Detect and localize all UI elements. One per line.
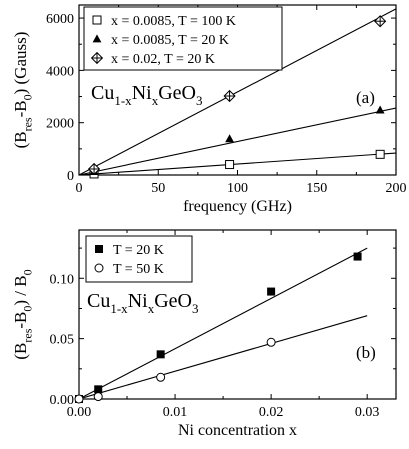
x-tick-label: 100 (227, 181, 248, 196)
legend-entry: x = 0.02, T = 20 K (111, 52, 215, 67)
marker-filled-triangle (92, 34, 102, 43)
y-tick-label: 0.05 (50, 333, 75, 348)
fit-line (79, 247, 368, 399)
x-tick-label: 200 (386, 181, 407, 196)
y-axis-label-sub: res (20, 328, 34, 342)
compound-formula-sub: x (148, 301, 155, 316)
y-axis-label-part: (B (11, 131, 30, 148)
x-tick-label: 0 (76, 181, 83, 196)
panel-label: (b) (356, 343, 376, 362)
y-axis-label-sub: 0 (20, 269, 34, 275)
y-axis-label-part: ) / B (11, 275, 30, 305)
marker-open-circle (156, 372, 166, 382)
marker-open-square (375, 149, 385, 159)
marker-filled-square (267, 287, 276, 296)
compound-formula-part: Cu (87, 290, 110, 312)
marker-open-circle (94, 263, 104, 273)
marker-filled-triangle (375, 105, 385, 114)
compound-formula-sub: x (152, 93, 159, 108)
fit-line (79, 152, 396, 175)
compound-formula-part: Ni (128, 290, 148, 312)
y-axis-label: (Bres-B0) (Gauss) (11, 32, 34, 149)
plot-frame (78, 229, 397, 400)
x-tick-label: 150 (306, 181, 327, 196)
y-tick-label: 2000 (46, 117, 74, 132)
y-tick-label: 4000 (46, 64, 74, 79)
legend: T = 20 K T = 50 K (85, 235, 193, 283)
series-crossed-diamond (87, 15, 387, 176)
legend-box (83, 6, 283, 71)
marker-open-square (92, 15, 102, 25)
y-axis-label-part: ) (Gauss) (11, 32, 30, 95)
compound-formula-sub: 3 (196, 93, 203, 108)
x-tick-label: 0.02 (259, 405, 284, 420)
y-axis-label-part: (B (11, 343, 30, 360)
y-axis-label-part: -B (11, 100, 30, 117)
y-axis-label-sub: res (20, 117, 34, 131)
marker-open-circle (74, 394, 84, 404)
fit-line (79, 107, 396, 175)
y-tick-label: 0 (67, 169, 74, 184)
panel-b: 0.00 0.01 0.02 0.03 0.00 0.05 0.10 Ni concentra… (11, 229, 397, 439)
y-tick-label: 0.00 (50, 393, 75, 408)
y-tick-label: 6000 (46, 12, 74, 27)
marker-filled-square (95, 245, 103, 253)
marker-filled-square (353, 252, 362, 261)
fit-lines (79, 8, 396, 175)
legend: x = 0.0085, T = 100 K x = 0.0085, T = 20 … (83, 6, 283, 71)
legend-entry: x = 0.0085, T = 20 K (111, 33, 229, 48)
legend-entry: T = 20 K (113, 243, 164, 258)
fit-line (79, 315, 368, 399)
compound-formula-sub: 1-x (114, 93, 132, 108)
x-tick-label: 0.03 (355, 405, 380, 420)
marker-filled-triangle (225, 134, 234, 143)
compound-formula-part: GeO (158, 82, 196, 104)
series-open-circle (74, 337, 276, 404)
marker-open-square (225, 160, 235, 170)
compound-formula: Cu1-xNixGeO3 (87, 290, 198, 316)
legend-entry: x = 0.0085, T = 100 K (111, 14, 236, 29)
marker-filled-square (94, 385, 103, 394)
y-axis-label-sub: 0 (20, 306, 34, 312)
x-tick-label: 50 (151, 181, 165, 196)
compound-formula: Cu1-xNixGeO3 (91, 82, 202, 108)
y-axis-label-sub: 0 (20, 94, 34, 100)
x-axis-label: Ni concentration x (178, 422, 297, 439)
x-tick-label: 0.01 (163, 405, 188, 420)
x-tick-label: 0.00 (67, 405, 92, 420)
marker-open-circle (266, 337, 276, 347)
compound-formula-sub: 1-x (110, 301, 128, 316)
marker-open-circle (93, 392, 103, 402)
fit-lines (79, 247, 368, 399)
panel-label: (a) (356, 88, 375, 107)
marker-filled-square (156, 350, 165, 359)
x-axis-label: frequency (GHz) (183, 198, 292, 215)
y-axis-label: (Bres-B0) / B0 (11, 269, 34, 359)
legend-entry: T = 50 K (113, 262, 164, 277)
compound-formula-part: GeO (154, 290, 192, 312)
fit-line (79, 8, 396, 175)
y-tick-label: 0.10 (50, 272, 75, 287)
compound-formula-part: Ni (132, 82, 152, 104)
y-axis-label-part: -B (11, 312, 30, 329)
legend-box (85, 235, 193, 283)
compound-formula-sub: 3 (192, 301, 199, 316)
compound-formula-part: Cu (91, 82, 114, 104)
